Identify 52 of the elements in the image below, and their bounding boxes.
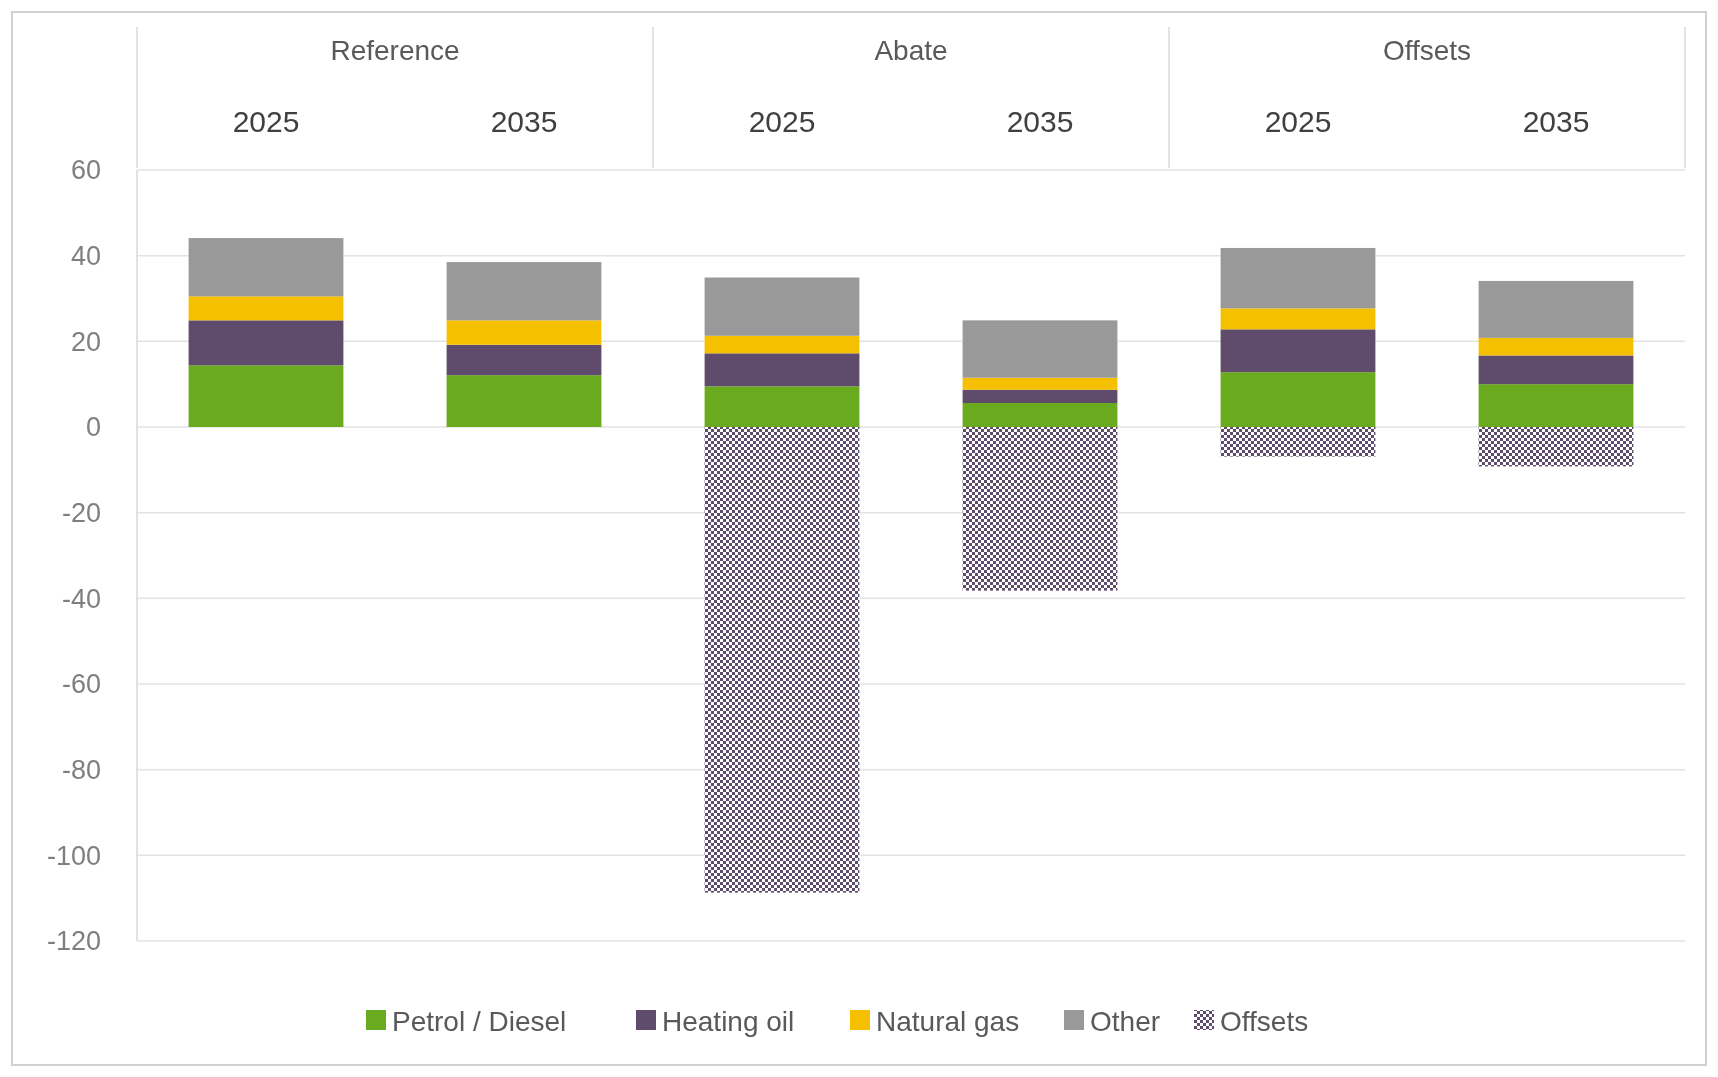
bar — [1220, 308, 1376, 330]
bar — [1478, 280, 1634, 338]
legend-label: Other — [1090, 1005, 1161, 1037]
bar — [1220, 329, 1376, 373]
y-tick-label: -60 — [61, 669, 101, 700]
text: Abate — [874, 35, 948, 66]
y-tick-label: 20 — [70, 326, 101, 357]
x-tick-label: 2025 — [1264, 105, 1332, 138]
bar — [704, 353, 860, 387]
bar — [1220, 372, 1376, 427]
legend-label: Natural gas — [876, 1005, 1020, 1037]
bar — [1478, 337, 1634, 356]
bar — [962, 427, 1118, 591]
legend-label: Offsets — [1220, 1005, 1309, 1037]
x-tick-label: 2035 — [1006, 105, 1074, 138]
bar — [704, 335, 860, 354]
legend-label: Petrol / Diesel — [392, 1005, 567, 1037]
y-tick-label: 40 — [70, 241, 101, 272]
bar — [1220, 247, 1376, 309]
x-tick-label: 2025 — [748, 105, 816, 138]
bar — [446, 344, 602, 376]
bar — [188, 238, 344, 297]
text: Offsets — [1382, 35, 1472, 66]
bar — [1478, 384, 1634, 427]
bar — [1478, 355, 1634, 385]
y-tick-label: -80 — [61, 755, 101, 786]
bar — [962, 403, 1118, 427]
x-tick-label: 2025 — [232, 105, 300, 138]
bar — [704, 386, 860, 427]
y-tick-label: 60 — [70, 155, 101, 186]
text: Reference — [330, 35, 460, 66]
bar — [446, 375, 602, 427]
bar — [446, 262, 602, 321]
bar — [188, 365, 344, 427]
y-tick-label: -120 — [46, 926, 101, 957]
y-tick-label: 0 — [85, 412, 101, 443]
bar — [1220, 427, 1376, 457]
bar — [962, 320, 1118, 378]
x-tick-label: 2035 — [1522, 105, 1590, 138]
x-tick-label: 2035 — [490, 105, 558, 138]
bar — [188, 320, 344, 366]
bar — [704, 277, 860, 336]
bar — [962, 389, 1118, 404]
bar — [704, 427, 860, 893]
bar — [1478, 427, 1634, 467]
y-tick-label: -20 — [61, 498, 101, 529]
bar — [446, 320, 602, 345]
bar — [962, 377, 1118, 390]
y-tick-label: -40 — [61, 583, 101, 614]
bar — [188, 296, 344, 321]
legend-label: Heating oil — [662, 1005, 795, 1037]
y-tick-label: -100 — [46, 840, 101, 871]
